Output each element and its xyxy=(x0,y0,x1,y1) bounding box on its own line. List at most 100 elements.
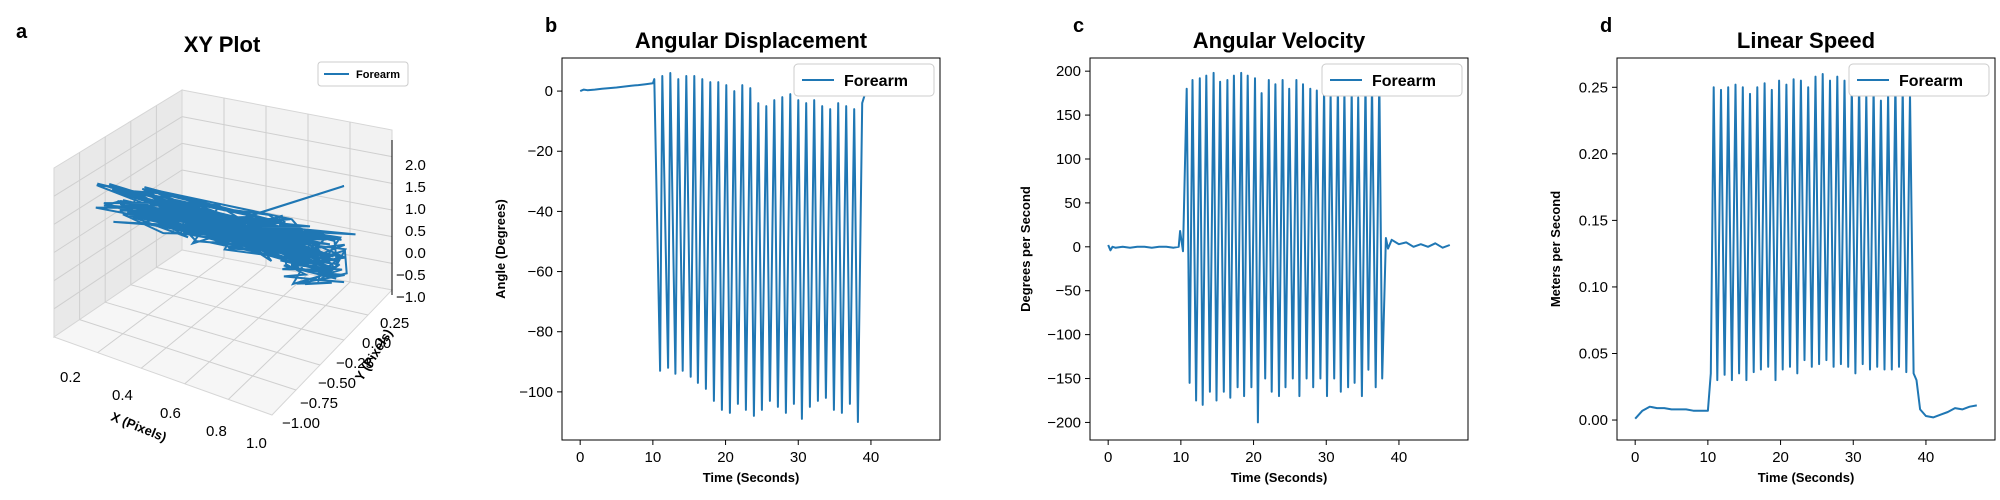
grid-line xyxy=(53,222,183,310)
chart-title-a: XY Plot xyxy=(184,32,261,57)
panel-a-xy-plot: a XY Plot 2.0 1.5 1.0 0.5 0.0 −0.5 −1.0 … xyxy=(16,21,426,452)
panel-label-a: a xyxy=(16,21,28,43)
legend-entry-forearm-a: Forearm xyxy=(356,69,400,81)
x-axis-label: Time (Seconds) xyxy=(1758,470,1855,485)
x-axis-label: Time (Seconds) xyxy=(703,470,800,485)
y-tick-label: 200 xyxy=(1056,63,1081,80)
x-tick-label: 0 xyxy=(576,449,584,466)
grid-line xyxy=(181,116,393,158)
y-tick-label: −60 xyxy=(528,264,553,281)
z-tick-label: 0.0 xyxy=(405,245,426,262)
x-axis-label: Time (Seconds) xyxy=(1231,470,1328,485)
y-tick-label: 0.00 xyxy=(1579,412,1608,429)
y-tick-label: 0.25 xyxy=(380,315,409,332)
x-tick-label: 30 xyxy=(790,449,807,466)
legend: Forearm xyxy=(793,63,935,97)
legend-entry-forearm: Forearm xyxy=(1372,73,1436,90)
legend-entry-forearm: Forearm xyxy=(844,73,908,90)
legend-entry-forearm: Forearm xyxy=(1899,73,1963,90)
panel-c-angular-velocity: c Angular Velocity 0 10 20 30 40 200 150 100 50 0 −5… xyxy=(1018,15,1469,485)
grid-line xyxy=(228,281,351,400)
legend-a: Forearm xyxy=(317,61,409,87)
grid-line xyxy=(181,142,393,184)
x-tick-label: 0.4 xyxy=(112,387,133,404)
legend: Forearm xyxy=(1321,63,1463,97)
y-axis-label: Meters per Second xyxy=(1548,191,1563,307)
grid-line xyxy=(130,284,345,341)
y-axis-label: Degrees per Second xyxy=(1018,186,1033,312)
grid-line xyxy=(97,257,225,354)
y-axis-label: Angle (Degrees) xyxy=(493,199,508,299)
x-tick-label: 0.2 xyxy=(60,369,81,386)
y-tick-label: −20 xyxy=(528,143,553,160)
y-tick-label: −150 xyxy=(1047,371,1081,388)
x-tick-label: 10 xyxy=(645,449,662,466)
chart-title: Linear Speed xyxy=(1737,28,1875,53)
x-tick-label: 0 xyxy=(1631,449,1639,466)
z-tick-label: 1.0 xyxy=(405,201,426,218)
grid-line xyxy=(79,319,297,391)
grid-line xyxy=(184,273,309,385)
y-tick-label: −80 xyxy=(528,324,553,341)
x-tick-label: 0 xyxy=(1104,449,1112,466)
z-tick-label: 1.5 xyxy=(405,179,426,196)
grid-line xyxy=(53,116,183,197)
series-line-forearm xyxy=(579,72,922,423)
z-tick-label: −1.0 xyxy=(396,289,426,306)
chart-title: Angular Displacement xyxy=(635,28,868,53)
y-tick-label: 0.05 xyxy=(1579,345,1608,362)
legend-box xyxy=(1848,63,1990,97)
y-tick-label: −200 xyxy=(1047,414,1081,431)
y-tick-label: 0.00 xyxy=(362,335,391,352)
y-tick-label: 0.15 xyxy=(1579,212,1608,229)
y-tick-label: −100 xyxy=(1047,327,1081,344)
y-tick-label: 50 xyxy=(1064,195,1081,212)
x-tick-label: 40 xyxy=(863,449,880,466)
series-line-forearm-3d xyxy=(95,182,356,286)
y-tick-label: 0 xyxy=(1073,239,1081,256)
y-tick-label: 0.25 xyxy=(1579,79,1608,96)
panel-label: b xyxy=(545,15,557,37)
grid-line xyxy=(140,265,267,369)
x-tick-label: 0.6 xyxy=(160,405,181,422)
panel-d-linear-speed: d Linear Speed 0 10 20 30 40 0.00 0.05 0.10 0.15 0.… xyxy=(1548,15,1996,485)
x-tick-label: 0.8 xyxy=(206,423,227,440)
y-tick-label: −0.50 xyxy=(318,375,356,392)
x-tick-label: 1.0 xyxy=(246,435,267,452)
panel-label: d xyxy=(1600,15,1612,37)
y-tick-label: −0.75 xyxy=(300,395,338,412)
grid-line xyxy=(181,169,393,211)
y-tick-label: −1.00 xyxy=(282,415,320,432)
x-tick-label: 20 xyxy=(717,449,734,466)
grid-line xyxy=(156,266,369,316)
y-tick-label: −40 xyxy=(528,203,553,220)
x-tick-label: 10 xyxy=(1173,449,1190,466)
legend: Forearm xyxy=(1848,63,1990,97)
z-tick-label: 0.5 xyxy=(405,223,426,240)
x-tick-label: 30 xyxy=(1318,449,1335,466)
chart-title: Angular Velocity xyxy=(1193,28,1366,53)
x-tick-label: 10 xyxy=(1700,449,1717,466)
series-line-forearm xyxy=(1107,71,1451,424)
y-tick-label: 150 xyxy=(1056,107,1081,124)
y-tick-label: 0.10 xyxy=(1579,279,1608,296)
y-tick-label: 0 xyxy=(545,83,553,100)
grid-line xyxy=(53,142,183,225)
x-tick-label: 20 xyxy=(1772,449,1789,466)
x-tick-label: 30 xyxy=(1845,449,1862,466)
z-tick-label: 2.0 xyxy=(405,157,426,174)
panel-b-angular-displacement: b Angular Displacement 0 10 20 30 40 0 −20 −40 −60… xyxy=(493,15,941,485)
y-tick-label: 0.20 xyxy=(1579,146,1608,163)
x-tick-label: 40 xyxy=(1391,449,1408,466)
grid-line xyxy=(105,301,321,366)
panel-label: c xyxy=(1073,15,1084,37)
legend-box xyxy=(793,63,935,97)
x-tick-label: 20 xyxy=(1245,449,1262,466)
y-tick-label: −100 xyxy=(519,384,553,401)
z-tick-label: −0.5 xyxy=(396,267,426,284)
y-tick-label: −50 xyxy=(1056,283,1081,300)
y-tick-label: 100 xyxy=(1056,151,1081,168)
y-tick-label: −0.25 xyxy=(336,355,374,372)
x-tick-label: 40 xyxy=(1918,449,1935,466)
